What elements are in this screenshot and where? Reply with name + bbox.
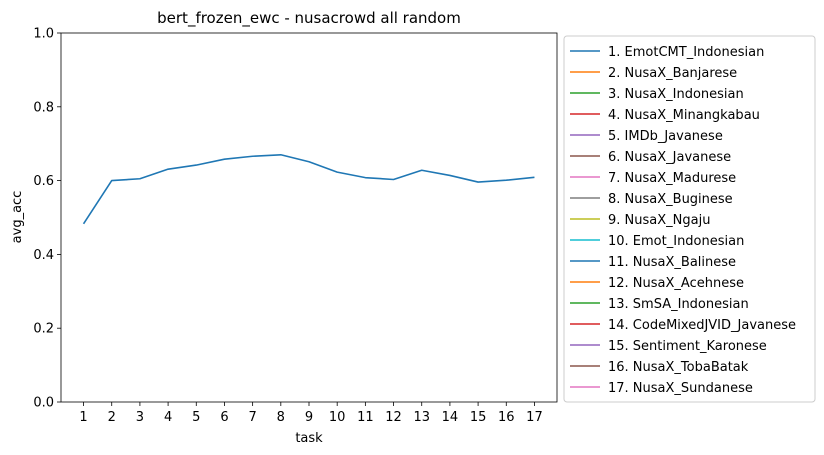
legend-label: 15. Sentiment_Karonese [608, 339, 767, 354]
y-axis-label: avg_acc [10, 191, 25, 244]
y-tick-label: 1.0 [33, 27, 54, 42]
legend-label: 17. NusaX_Sundanese [608, 381, 753, 396]
x-tick-label: 12 [385, 410, 402, 425]
x-tick-label: 8 [277, 410, 285, 425]
x-tick-label: 14 [442, 410, 459, 425]
x-tick-label: 15 [470, 410, 487, 425]
legend-label: 9. NusaX_Ngaju [608, 213, 710, 228]
y-tick-label: 0.2 [33, 322, 54, 337]
legend-label: 5. IMDb_Javanese [608, 129, 723, 144]
plot-area: 0.00.20.40.60.81.01 2 3 4 5 6 7 8 9 10 11 12 13 14 15 1… [33, 27, 558, 425]
x-tick-label: 10 [329, 410, 346, 425]
x-tick-label: 11 [357, 410, 374, 425]
x-tick-label: 6 [220, 410, 228, 425]
legend-label: 3. NusaX_Indonesian [608, 87, 744, 102]
y-tick-label: 0.8 [33, 100, 54, 115]
y-tick-label: 0.6 [33, 174, 54, 189]
x-tick-label: 13 [413, 410, 430, 425]
x-tick-label: 7 [248, 410, 256, 425]
x-tick-label: 16 [498, 410, 515, 425]
x-tick-label: 2 [108, 410, 116, 425]
x-tick-label: 1 [79, 410, 87, 425]
legend: 1. EmotCMT_Indonesian 2. NusaX_Banjarese 3… [563, 35, 816, 403]
x-tick-label: 5 [192, 410, 200, 425]
x-axis-label: task [295, 431, 323, 446]
legend-label: 1. EmotCMT_Indonesian [608, 45, 764, 60]
legend-label: 10. Emot_Indonesian [608, 234, 744, 249]
legend-label: 16. NusaX_TobaBatak [608, 360, 749, 375]
legend-label: 13. SmSA_Indonesian [608, 297, 749, 312]
chart-title: bert_frozen_ewc - nusacrowd all random [157, 9, 461, 28]
y-tick-label: 0.4 [33, 248, 54, 263]
legend-label: 2. NusaX_Banjarese [608, 66, 737, 81]
legend-label: 8. NusaX_Buginese [608, 192, 733, 207]
legend-label: 14. CodeMixedJVID_Javanese [608, 318, 796, 333]
legend-label: 6. NusaX_Javanese [608, 150, 731, 165]
legend-box [563, 35, 816, 403]
legend-label: 11. NusaX_Balinese [608, 255, 736, 270]
x-tick-label: 17 [526, 410, 543, 425]
series-line [82, 153, 535, 225]
legend-label: 7. NusaX_Madurese [608, 171, 736, 186]
x-tick-label: 4 [164, 410, 172, 425]
y-tick-label: 0.0 [33, 396, 54, 411]
legend-label: 12. NusaX_Acehnese [608, 276, 744, 291]
axes-frame [60, 32, 558, 403]
x-tick-label: 9 [305, 410, 313, 425]
legend-label: 4. NusaX_Minangkabau [608, 108, 760, 123]
x-tick-label: 3 [136, 410, 144, 425]
